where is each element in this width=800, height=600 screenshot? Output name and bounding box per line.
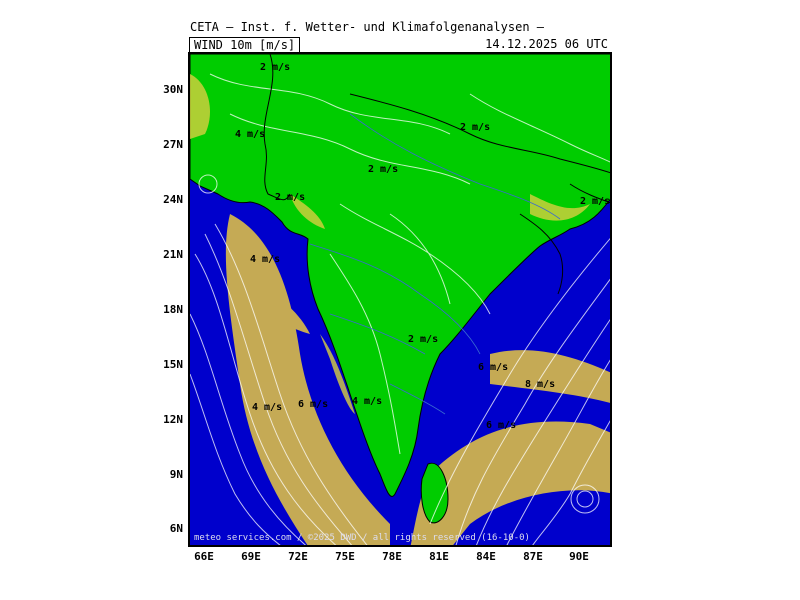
wind-speed-label: 6 m/s	[298, 399, 329, 410]
moderate-wind-patches	[225, 214, 610, 545]
parameter-label: WIND 10m [m/s]	[189, 37, 301, 53]
wind-speed-label: 4 m/s	[235, 129, 266, 140]
lat-label-24n: 24N	[163, 193, 183, 206]
lon-label-81e: 81E	[429, 550, 449, 563]
wind-speed-label: 4 m/s	[250, 254, 281, 265]
lon-label-90e: 90E	[569, 550, 589, 563]
rivers	[309, 113, 561, 415]
lat-label-27n: 27N	[163, 138, 183, 151]
wind-speed-label: 2 m/s	[580, 196, 611, 207]
wind-speed-label: 4 m/s	[252, 402, 283, 413]
wind-map: 2 m/s 4 m/s 2 m/s 2 m/s 2 m/s 2 m/s 4 m/…	[188, 52, 612, 547]
wind-map-canvas	[190, 54, 610, 545]
valid-time: 14.12.2025 06 UTC	[485, 37, 608, 51]
wind-speed-label: 2 m/s	[460, 122, 491, 133]
wind-speed-label: 6 m/s	[486, 420, 517, 431]
sri-lanka	[420, 462, 449, 524]
wind-speed-label: 8 m/s	[525, 379, 556, 390]
land-area	[190, 54, 610, 497]
lon-label-72e: 72E	[288, 550, 308, 563]
lon-label-84e: 84E	[476, 550, 496, 563]
streamlines	[190, 73, 610, 545]
lon-label-66e: 66E	[194, 550, 214, 563]
wind-speed-label: 2 m/s	[260, 62, 291, 73]
wind-speed-label: 6 m/s	[478, 362, 509, 373]
lat-label-6n: 6N	[169, 522, 183, 535]
wind-speed-label: 2 m/s	[408, 334, 439, 345]
copyright-notice: meteo services.com / ©2025 DWD / all rig…	[194, 533, 530, 543]
lat-label-12n: 12N	[163, 413, 183, 426]
lon-label-78e: 78E	[382, 550, 402, 563]
lon-label-87e: 87E	[523, 550, 543, 563]
country-borders	[263, 54, 610, 295]
lon-label-75e: 75E	[335, 550, 355, 563]
lat-label-15n: 15N	[163, 358, 183, 371]
chart-title: CETA — Inst. f. Wetter- und Klimafolgena…	[190, 20, 545, 34]
wind-speed-label: 2 m/s	[275, 192, 306, 203]
wind-speed-label: 4 m/s	[352, 396, 383, 407]
land-moderate-patches	[190, 74, 590, 414]
lon-label-69e: 69E	[241, 550, 261, 563]
lat-label-30n: 30N	[163, 83, 183, 96]
lat-label-18n: 18N	[163, 303, 183, 316]
lat-label-21n: 21N	[163, 248, 183, 261]
wind-speed-label: 2 m/s	[368, 164, 399, 175]
lat-label-9n: 9N	[169, 468, 183, 481]
